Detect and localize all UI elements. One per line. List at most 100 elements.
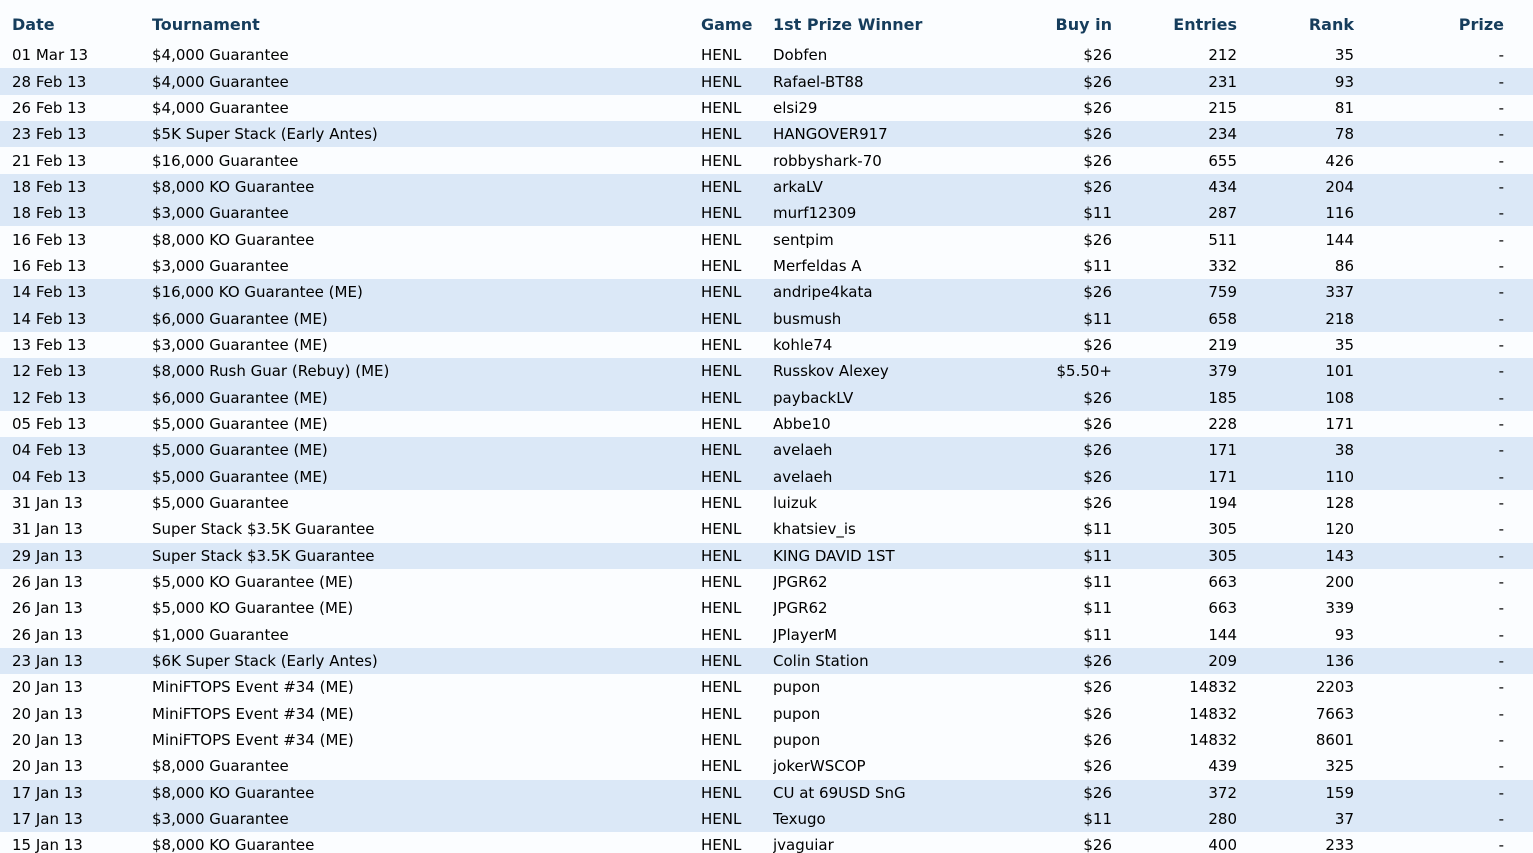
cell-tournament: $5,000 Guarantee (ME) [152,463,701,490]
cell-rank: 339 [1237,595,1354,622]
cell-date: 15 Jan 13 [0,832,152,853]
cell-prize: - [1354,753,1533,780]
table-row: 31 Jan 13 Super Stack $3.5K Guarantee HENL… [0,516,1533,543]
cell-rank: 78 [1237,121,1354,148]
cell-game: HENL [701,121,773,148]
cell-winner: avelaeh [773,437,1040,464]
cell-tournament: $4,000 Guarantee [152,68,701,95]
cell-buyin: $26 [1040,700,1112,727]
table-row: 17 Jan 13 $8,000 KO Guarantee HENL CU at 69… [0,779,1533,806]
cell-buyin: $26 [1040,331,1112,359]
table-row: 01 Mar 13 $4,000 Guarantee HENL Dobfen $26 21… [0,42,1533,69]
cell-tournament: $8,000 KO Guarantee [152,832,701,853]
cell-entries: 14832 [1112,674,1237,701]
cell-prize: - [1354,463,1533,490]
cell-entries: 14832 [1112,726,1237,754]
cell-winner: andripe4kata [773,279,1040,306]
cell-winner: jvaguiar [773,832,1040,853]
cell-game: HENL [701,147,773,174]
cell-prize: - [1354,779,1533,806]
table-body: 01 Mar 13 $4,000 Guarantee HENL Dobfen $26 21… [0,42,1533,853]
table-row: 21 Feb 13 $16,000 Guarantee HENL robbyshark… [0,147,1533,174]
cell-buyin: $26 [1040,147,1112,174]
cell-prize: - [1354,674,1533,701]
cell-rank: 93 [1237,68,1354,95]
cell-prize: - [1354,832,1533,853]
cell-entries: 171 [1112,463,1237,490]
cell-tournament: $3,000 Guarantee [152,805,701,833]
cell-game: HENL [701,779,773,806]
table-row: 26 Jan 13 $5,000 KO Guarantee (ME) HENL JPG… [0,568,1533,596]
cell-game: HENL [701,42,773,69]
cell-winner: CU at 69USD SnG [773,779,1040,806]
cell-buyin: $26 [1040,226,1112,253]
table-row: 29 Jan 13 Super Stack $3.5K Guarantee HENL… [0,542,1533,569]
cell-prize: - [1354,805,1533,833]
cell-prize: - [1354,568,1533,596]
cell-entries: 305 [1112,516,1237,543]
table-row: 12 Feb 13 $8,000 Rush Guar (Rebuy) (ME) HE… [0,358,1533,385]
table-row: 18 Feb 13 $3,000 Guarantee HENL murf12309 $1… [0,200,1533,227]
cell-winner: kohle74 [773,331,1040,359]
cell-date: 17 Jan 13 [0,805,152,833]
table-row: 26 Feb 13 $4,000 Guarantee HENL elsi29 $26 21… [0,94,1533,122]
cell-prize: - [1354,437,1533,464]
cell-tournament: $5,000 KO Guarantee (ME) [152,595,701,622]
cell-rank: 204 [1237,173,1354,201]
cell-winner: pupon [773,674,1040,701]
cell-date: 26 Feb 13 [0,94,152,122]
cell-prize: - [1354,542,1533,569]
cell-game: HENL [701,252,773,280]
cell-tournament: $6,000 Guarantee (ME) [152,305,701,332]
cell-entries: 185 [1112,384,1237,411]
cell-date: 14 Feb 13 [0,305,152,332]
cell-date: 01 Mar 13 [0,42,152,69]
cell-winner: pupon [773,700,1040,727]
cell-tournament: $8,000 KO Guarantee [152,173,701,201]
cell-date: 04 Feb 13 [0,437,152,464]
table-row: 05 Feb 13 $5,000 Guarantee (ME) HENL Abbe10… [0,410,1533,438]
cell-buyin: $11 [1040,305,1112,332]
cell-winner: jokerWSCOP [773,753,1040,780]
cell-buyin: $26 [1040,726,1112,754]
cell-game: HENL [701,489,773,517]
cell-buyin: $11 [1040,252,1112,280]
cell-rank: 144 [1237,226,1354,253]
table-row: 15 Jan 13 $8,000 KO Guarantee HENL jvaguiar… [0,832,1533,853]
cell-rank: 159 [1237,779,1354,806]
cell-entries: 663 [1112,568,1237,596]
cell-date: 28 Feb 13 [0,68,152,95]
cell-tournament: $1,000 Guarantee [152,621,701,648]
cell-prize: - [1354,595,1533,622]
table-row: 04 Feb 13 $5,000 Guarantee (ME) HENL avelae… [0,437,1533,464]
cell-buyin: $26 [1040,410,1112,438]
cell-winner: pupon [773,726,1040,754]
column-header-winner: 1st Prize Winner [773,14,923,34]
cell-rank: 81 [1237,94,1354,122]
column-header-tournament: Tournament [152,14,260,34]
cell-date: 26 Jan 13 [0,568,152,596]
cell-rank: 2203 [1237,674,1354,701]
cell-rank: 233 [1237,832,1354,853]
cell-winner: Rafael-BT88 [773,68,1040,95]
cell-rank: 120 [1237,516,1354,543]
cell-rank: 110 [1237,463,1354,490]
cell-tournament: $3,000 Guarantee (ME) [152,331,701,359]
cell-date: 04 Feb 13 [0,463,152,490]
cell-winner: KING DAVID 1ST [773,542,1040,569]
cell-tournament: $5,000 Guarantee (ME) [152,437,701,464]
cell-buyin: $26 [1040,832,1112,853]
cell-rank: 35 [1237,42,1354,69]
cell-game: HENL [701,542,773,569]
cell-game: HENL [701,805,773,833]
cell-buyin: $26 [1040,463,1112,490]
cell-entries: 228 [1112,410,1237,438]
cell-entries: 144 [1112,621,1237,648]
table-row: 23 Jan 13 $6K Super Stack (Early Antes) HE… [0,647,1533,675]
cell-date: 18 Feb 13 [0,200,152,227]
cell-tournament: $8,000 Rush Guar (Rebuy) (ME) [152,358,701,385]
cell-date: 29 Jan 13 [0,542,152,569]
cell-tournament: MiniFTOPS Event #34 (ME) [152,700,701,727]
cell-tournament: $8,000 Guarantee [152,753,701,780]
cell-rank: 37 [1237,805,1354,833]
